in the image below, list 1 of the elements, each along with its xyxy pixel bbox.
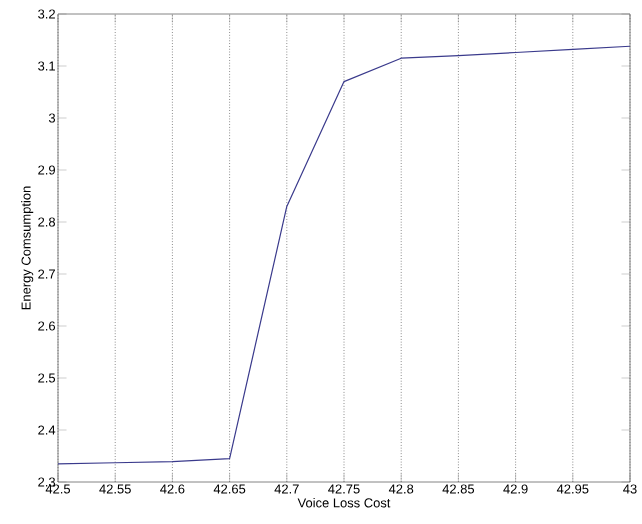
- line-series: [58, 45, 630, 465]
